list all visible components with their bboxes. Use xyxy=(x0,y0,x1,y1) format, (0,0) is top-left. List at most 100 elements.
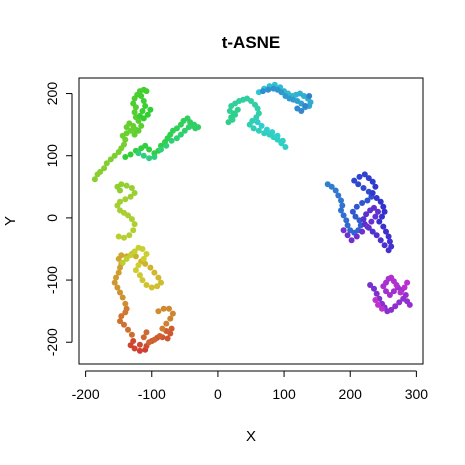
data-point xyxy=(369,178,376,185)
data-point xyxy=(127,252,134,259)
data-point xyxy=(282,144,289,150)
data-point xyxy=(107,156,114,163)
data-point xyxy=(122,154,129,160)
y-tick-label: -200 xyxy=(44,328,60,356)
data-point xyxy=(377,198,384,205)
data-point xyxy=(375,208,381,215)
data-point xyxy=(164,335,171,342)
data-point xyxy=(253,114,260,121)
data-point xyxy=(229,116,236,123)
data-point xyxy=(386,292,393,298)
data-point xyxy=(151,336,158,343)
data-point xyxy=(390,288,397,295)
x-tick-label: 200 xyxy=(339,386,363,402)
data-point xyxy=(250,125,257,132)
data-point xyxy=(352,213,359,220)
data-point xyxy=(103,160,110,167)
data-point xyxy=(128,216,135,223)
data-point xyxy=(381,208,388,215)
y-axis-label: Y xyxy=(2,216,19,226)
data-point xyxy=(349,208,356,215)
data-point xyxy=(127,151,134,158)
data-point xyxy=(385,247,392,254)
data-point xyxy=(351,177,358,184)
data-point xyxy=(181,127,188,134)
data-point xyxy=(344,232,351,239)
data-point xyxy=(335,192,342,199)
data-point xyxy=(372,213,379,220)
x-tick-label: -200 xyxy=(72,386,100,402)
data-point xyxy=(169,310,176,317)
data-point xyxy=(340,227,347,234)
data-point xyxy=(191,121,198,128)
data-point xyxy=(122,196,129,203)
data-point xyxy=(121,141,127,148)
data-point xyxy=(258,122,265,129)
data-point xyxy=(332,187,339,194)
data-point xyxy=(177,131,184,138)
data-point xyxy=(135,127,142,134)
data-point xyxy=(130,338,137,344)
data-point xyxy=(122,300,129,307)
data-point xyxy=(388,306,395,313)
data-point xyxy=(115,233,122,240)
data-point xyxy=(373,195,380,201)
data-point xyxy=(136,341,143,348)
points-layer xyxy=(91,81,413,354)
data-point xyxy=(340,212,347,219)
data-point xyxy=(306,93,313,99)
data-point xyxy=(121,234,127,241)
data-point xyxy=(371,285,377,292)
data-point xyxy=(119,259,126,266)
data-point xyxy=(117,318,123,325)
data-point xyxy=(128,185,135,191)
data-point xyxy=(372,183,379,190)
data-point xyxy=(361,171,368,178)
data-point xyxy=(154,283,161,290)
data-point xyxy=(356,173,363,180)
data-point xyxy=(369,190,376,196)
data-point xyxy=(402,292,409,298)
data-point xyxy=(248,98,254,104)
data-point xyxy=(254,105,261,112)
data-point xyxy=(269,129,276,136)
data-point xyxy=(386,238,393,245)
data-point xyxy=(118,313,125,320)
data-point xyxy=(226,108,233,114)
data-point xyxy=(151,154,158,160)
data-point xyxy=(128,331,135,338)
data-point xyxy=(130,100,137,107)
data-point xyxy=(118,252,125,259)
data-point xyxy=(360,216,367,223)
data-point xyxy=(131,221,138,228)
data-point xyxy=(117,289,123,296)
data-point xyxy=(132,267,139,274)
data-point xyxy=(148,284,155,291)
data-point xyxy=(130,227,137,234)
data-point xyxy=(123,182,130,189)
data-point xyxy=(232,111,239,118)
data-point xyxy=(146,155,153,162)
data-point xyxy=(246,121,253,128)
data-point xyxy=(168,325,175,332)
data-point xyxy=(163,142,170,149)
data-point xyxy=(265,86,272,93)
data-point xyxy=(376,218,383,225)
data-point xyxy=(379,213,385,220)
data-point xyxy=(140,152,147,159)
x-tick-label: -100 xyxy=(138,386,166,402)
data-point xyxy=(101,165,108,172)
data-point xyxy=(115,269,122,276)
data-point xyxy=(117,207,123,214)
x-tick-label: 300 xyxy=(405,386,429,402)
data-point xyxy=(132,253,139,260)
data-point xyxy=(91,176,98,183)
data-point xyxy=(127,127,134,134)
data-point xyxy=(123,255,130,262)
data-point xyxy=(338,197,344,204)
x-axis: -200 -100 0 100 200 300 xyxy=(72,370,429,402)
data-point xyxy=(138,122,145,129)
data-point xyxy=(158,279,164,286)
data-point xyxy=(119,294,126,301)
